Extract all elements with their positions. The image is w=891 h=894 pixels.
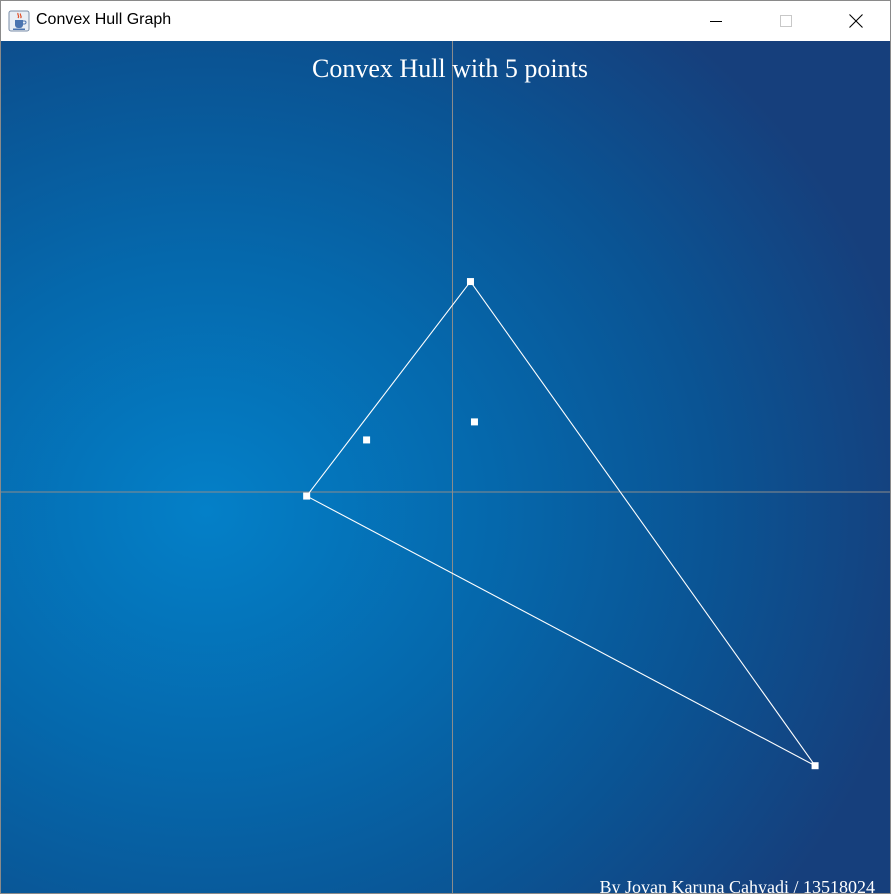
hull-edge <box>306 281 471 497</box>
data-point <box>811 762 819 770</box>
minimize-icon <box>710 21 722 22</box>
title-bar[interactable]: Convex Hull Graph <box>1 1 890 41</box>
graph-title: Convex Hull with 5 points <box>312 54 588 83</box>
credit-text: By Jovan Karuna Cahyadi / 13518024 <box>600 877 875 893</box>
close-button[interactable] <box>821 1 890 41</box>
java-cup-icon <box>8 10 30 32</box>
data-point <box>303 492 311 500</box>
hull-edge <box>306 495 816 767</box>
hull-edges <box>306 281 816 767</box>
data-point <box>470 418 478 426</box>
window-title: Convex Hull Graph <box>36 11 172 28</box>
maximize-icon <box>780 15 792 27</box>
graph-canvas: Convex Hull with 5 points By Jovan Karun… <box>1 41 890 893</box>
close-icon <box>849 14 863 28</box>
maximize-button[interactable] <box>751 1 821 41</box>
data-points <box>303 278 819 770</box>
data-point <box>466 278 474 286</box>
minimize-button[interactable] <box>681 1 751 41</box>
convex-hull-plot: Convex Hull with 5 points By Jovan Karun… <box>1 41 890 893</box>
hull-edge <box>470 281 816 767</box>
data-point <box>363 436 371 444</box>
